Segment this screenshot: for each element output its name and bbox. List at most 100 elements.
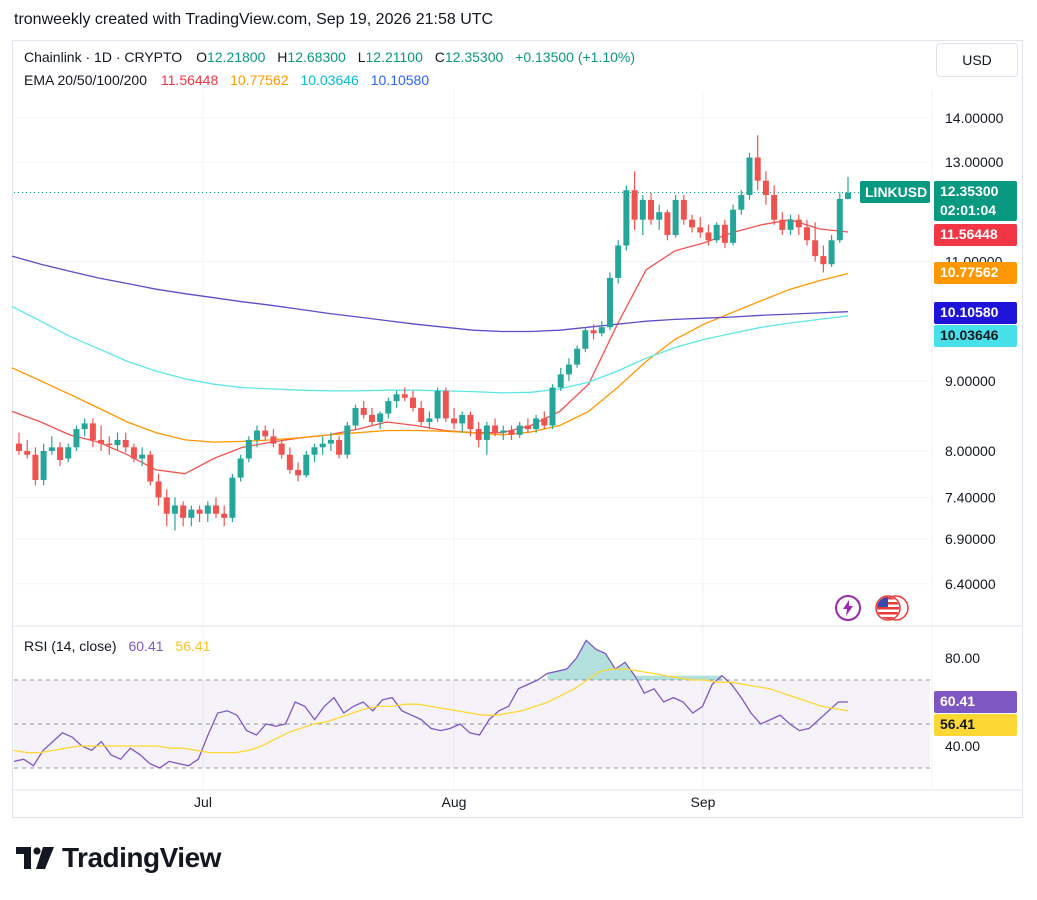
ema20-price-tag-text: 11.56448 (940, 226, 998, 242)
symbol-title[interactable]: Chainlink · 1D · CRYPTO (24, 49, 183, 65)
rsi-ma-line (13, 668, 849, 754)
candle-body (73, 429, 80, 448)
rsi-label[interactable]: RSI (14, close) (24, 638, 117, 654)
candle-body (221, 513, 228, 518)
candle-body (795, 219, 802, 228)
candle-body (286, 454, 293, 470)
candle-body (32, 454, 39, 480)
candle-body (549, 387, 556, 426)
candle-body (574, 348, 581, 365)
candle-body (836, 198, 843, 241)
ema200-price-tag-text: 10.10580 (940, 304, 999, 320)
us-flag-icon[interactable] (874, 594, 910, 622)
candle-body (541, 418, 548, 426)
candle-body (500, 430, 507, 433)
ema200-price-tag-bg (934, 302, 1017, 324)
candle-body (812, 240, 819, 257)
candle-body (615, 245, 622, 278)
price-tick-label: 8.00000 (945, 443, 996, 459)
candle-body (81, 423, 88, 430)
candle-body (451, 418, 458, 424)
candle-body (114, 439, 121, 446)
candle-body (147, 454, 154, 482)
tradingview-mark-icon (16, 847, 54, 869)
candle-body (672, 199, 679, 236)
brand-wordmark: TradingView (62, 842, 221, 873)
candle-body (598, 327, 605, 334)
symbol-tag: LINKUSD (860, 181, 930, 203)
ema100-price-tag-text: 10.03646 (940, 327, 999, 343)
candle-body (418, 407, 425, 422)
candle-body (631, 190, 638, 220)
candle-body (204, 505, 211, 514)
price-tick-label: 6.40000 (945, 576, 996, 592)
rsi-ma-value: 56.41 (175, 638, 211, 654)
candle-body (787, 219, 794, 230)
candle-body (533, 418, 540, 430)
rsi-value-tag-text: 60.41 (940, 693, 975, 709)
candle-body (352, 407, 359, 426)
ema50-price-tag-bg (934, 262, 1017, 284)
open-value: 12.21800 (206, 49, 266, 65)
close-label: C (434, 49, 445, 65)
candle-body (98, 439, 105, 444)
currency-selector[interactable]: USD (936, 43, 1018, 77)
candle-body (139, 454, 146, 459)
candle-body (648, 199, 655, 220)
candle-body (762, 180, 769, 196)
candle-body (270, 436, 277, 444)
candle-body (385, 401, 392, 414)
lightning-icon[interactable] (835, 595, 861, 621)
candle-body (254, 430, 261, 440)
candle-body (393, 394, 400, 402)
candle-body (180, 505, 187, 518)
candle-body (606, 277, 613, 328)
candle-body (163, 497, 170, 514)
change-value: +0.13500 (+1.10%) (515, 49, 636, 65)
candle-body (188, 509, 195, 518)
rsi-legend: RSI (14, close) 60.41 56.41 (24, 638, 210, 654)
candle-body (754, 157, 761, 181)
tradingview-logo[interactable]: TradingView (16, 842, 221, 874)
ema-line-ema20 (11, 219, 849, 475)
candle-body (344, 425, 351, 455)
time-axis-label: Aug (442, 794, 467, 810)
low-value: 12.21100 (365, 49, 423, 65)
candle-body (229, 477, 236, 518)
ema200-value: 10.10580 (370, 72, 430, 88)
ema100-value: 10.03646 (300, 72, 359, 88)
candle-body (442, 390, 449, 419)
ema20-price-tag-bg (934, 224, 1017, 246)
rsi-overbought-fill (547, 640, 722, 680)
ema100-price-tag-bg (934, 325, 1017, 347)
candle-body (582, 330, 589, 349)
last-price-tag-bg (934, 181, 1017, 221)
candle-body (459, 414, 466, 424)
high-value: 12.68300 (287, 49, 346, 65)
candle-body (713, 224, 720, 241)
candle-body (171, 505, 178, 514)
candle-body (623, 190, 630, 246)
candle-body (57, 447, 64, 460)
ema-label[interactable]: EMA 20/50/100/200 (24, 72, 147, 88)
ema50-price-tag-text: 10.77562 (940, 264, 999, 280)
chart-frame[interactable] (12, 40, 1023, 818)
candle-body (721, 224, 728, 243)
candle-body (664, 212, 671, 236)
rsi-ma-tag: 56.41 (934, 714, 1017, 736)
open-label: O (196, 49, 207, 65)
candle-body (730, 209, 737, 243)
candle-body (401, 394, 408, 398)
candle-body (311, 447, 318, 455)
candle-body (565, 364, 572, 375)
candle-body (409, 397, 416, 408)
rsi-tick-label: 80.00 (945, 650, 980, 666)
candle-body (262, 430, 269, 437)
candle-body (303, 454, 310, 476)
candle-body (360, 407, 367, 415)
candle-body (319, 443, 326, 448)
candle-body (368, 414, 375, 422)
candle-body (803, 227, 810, 241)
candle-body (327, 439, 334, 444)
